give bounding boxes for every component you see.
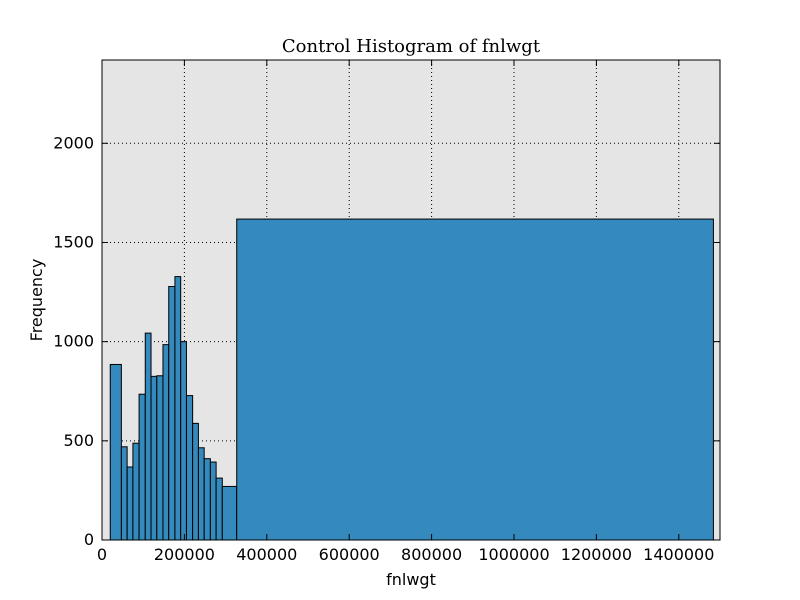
histogram-bar [150, 375, 158, 541]
histogram-bar [162, 344, 170, 541]
x-axis-label: fnlwgt [386, 570, 436, 589]
y-tick-label: 1000 [53, 332, 94, 351]
histogram-bar [215, 477, 223, 541]
histogram-bar [236, 218, 714, 541]
y-tick-label: 500 [63, 431, 94, 450]
histogram-bar [185, 395, 194, 541]
histogram-bar [144, 332, 152, 541]
axis-ticks: 0 200000 400000 600000 800000 1000000 1200000 1… [53, 60, 720, 564]
histogram-bar [192, 422, 199, 541]
histogram-bars [109, 218, 714, 541]
histogram-bar [120, 446, 128, 541]
plot-frame [101, 59, 721, 541]
histogram-bar [138, 393, 146, 541]
histogram-bar [209, 461, 217, 541]
histogram-bar [156, 375, 164, 541]
y-tick-label: 2000 [53, 133, 94, 152]
x-tick-label: 200000 [154, 545, 215, 564]
x-tick-label: 1200000 [561, 545, 632, 564]
x-tick-label: 400000 [236, 545, 297, 564]
histogram-bar [174, 276, 182, 541]
histogram-bar [197, 447, 205, 541]
y-tick-label: 0 [84, 530, 94, 549]
y-axis-label: Frequency [27, 259, 46, 342]
histogram-bar [168, 286, 176, 541]
histogram-bar [132, 442, 140, 541]
histogram-bar [109, 363, 122, 541]
x-tick-label: 1400000 [643, 545, 714, 564]
histogram-bar [203, 458, 211, 541]
histogram-bar [180, 341, 187, 541]
x-tick-label: 1000000 [478, 545, 549, 564]
chart-title: Control Histogram of fnlwgt [282, 36, 541, 57]
y-tick-label: 1500 [53, 232, 94, 251]
histogram-bar [126, 466, 134, 541]
x-tick-label: 0 [97, 545, 107, 564]
histogram-bar [221, 485, 238, 541]
x-tick-label: 800000 [401, 545, 462, 564]
x-tick-label: 600000 [319, 545, 380, 564]
